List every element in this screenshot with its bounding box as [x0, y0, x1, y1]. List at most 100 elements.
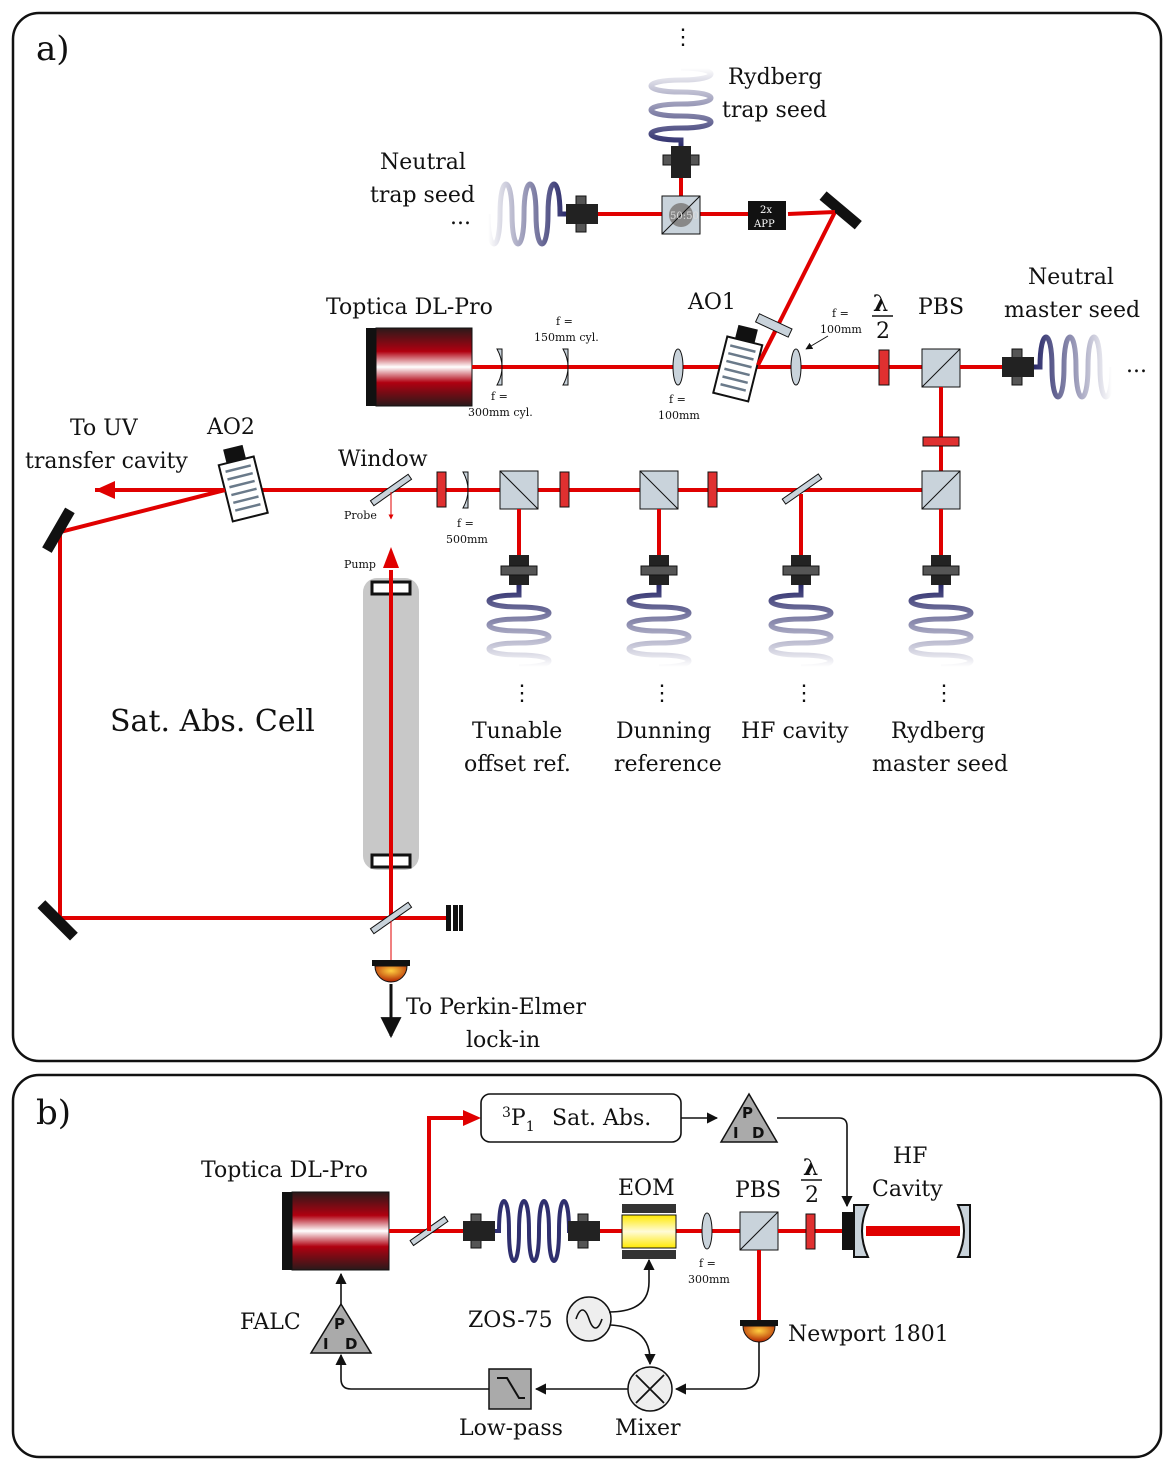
app-box [748, 201, 786, 230]
lens-300-mm: 300mm cyl. [468, 406, 533, 419]
cavity-piezo [842, 1212, 854, 1250]
app-2x: 2x [760, 205, 772, 216]
neutral-trap-l1: Neutral [380, 150, 466, 175]
out-1-dots: ⋮ [511, 681, 533, 706]
neutral-master-l1: Neutral [1028, 265, 1114, 290]
lens-150-mm: 150mm cyl. [534, 331, 599, 344]
out-4-dots: ⋮ [933, 681, 955, 706]
lens-100-b [790, 348, 802, 386]
rydberg-trap-dots: ⋮ [672, 25, 694, 50]
lens-300-f: f = [491, 390, 508, 403]
out-1-l1: Tunable [472, 719, 562, 744]
lens-500 [462, 471, 469, 509]
pickoff-bottom [369, 901, 413, 935]
waveplate-r2 [559, 471, 570, 508]
lens-100a-mm: 100mm [658, 409, 700, 422]
coupler-out-2 [640, 555, 678, 585]
lens-150-f: f = [556, 315, 573, 328]
fiber-neutral-master [1034, 334, 1115, 400]
lambda-top-a: λ [873, 291, 888, 317]
ao2-modulator [217, 444, 269, 523]
fiber-neutral-trap [485, 181, 566, 247]
panel-b-label: b) [36, 1093, 71, 1133]
window-plate [369, 473, 413, 507]
neutral-master-l2: master seed [1004, 298, 1140, 323]
pid-top [719, 1092, 779, 1143]
waveplate-main [878, 349, 890, 386]
coupler-b-out [568, 1213, 600, 1249]
steering-mirror-top [819, 191, 862, 230]
lens-100a-f: f = [669, 393, 686, 406]
cavity-mirror-out [956, 1204, 971, 1258]
pid-top-i: I [733, 1124, 739, 1142]
ao1-modulator [712, 324, 764, 403]
photodiode-a [372, 960, 410, 983]
splitter-ratio: 50:50 [670, 211, 699, 222]
toptica-laser-a [366, 327, 473, 407]
to-perkin-l1: To Perkin-Elmer [406, 995, 587, 1020]
falc-label: FALC [240, 1310, 301, 1335]
beam-dump [446, 905, 463, 931]
eom [621, 1204, 677, 1259]
lambda-bot-b: 2 [805, 1183, 819, 1208]
lambda-bot-a: 2 [876, 319, 890, 344]
app-app: APP [753, 219, 775, 230]
lens-b-f: f = [699, 1257, 716, 1270]
out-2-dots: ⋮ [651, 681, 673, 706]
waveplate-r3 [707, 471, 718, 508]
fiber-out-4 [908, 585, 974, 670]
lens-b-mm: 300mm [688, 1273, 730, 1286]
eom-label: EOM [618, 1176, 675, 1201]
pickoff-mirror [754, 313, 793, 338]
out-2-l2: reference [614, 752, 722, 777]
coupler-neutral-trap [566, 195, 598, 233]
panel-a-label: a) [36, 29, 70, 69]
pbs-row-4 [921, 470, 961, 510]
to-uv-l2: transfer cavity [25, 449, 188, 474]
sat-abs-sup: 3P1 [502, 1105, 535, 1135]
pump-label: Pump [344, 558, 376, 571]
fiber-out-2 [626, 585, 692, 670]
waveplate-r1 [436, 471, 447, 508]
coupler-b-in [463, 1213, 495, 1249]
pid-falc-d: D [345, 1335, 357, 1353]
pid-falc-p: P [334, 1315, 345, 1333]
lens-100-a [672, 348, 684, 386]
neutral-trap-l2: trap seed [370, 183, 475, 208]
lens-100b-f: f = [832, 307, 849, 320]
pbs-b [739, 1211, 779, 1251]
laser-b-label: Toptica DL-Pro [201, 1158, 368, 1183]
lens-300-cyl [496, 348, 503, 386]
lens-150-cyl [562, 348, 569, 386]
coupler-rydberg-trap [662, 146, 700, 178]
lowpass-label: Low-pass [459, 1416, 563, 1441]
lens-b [701, 1212, 713, 1250]
fiber-out-3 [768, 585, 834, 670]
ao1-label: AO1 [687, 290, 736, 315]
fiber-b [495, 1199, 573, 1263]
mirror-left-bottom [37, 900, 78, 941]
neutral-trap-dots: ... [450, 205, 471, 230]
out-4-l2: master seed [872, 752, 1008, 777]
zos-oscillator [566, 1296, 612, 1342]
coupler-out-3 [782, 555, 820, 585]
cavity-mirror-in [853, 1204, 870, 1258]
pbs-row-2 [639, 470, 679, 510]
hf-cavity-l1: HF [893, 1144, 927, 1169]
newport-label: Newport 1801 [788, 1322, 949, 1347]
to-perkin-l2: lock-in [466, 1028, 540, 1053]
out-2-l1: Dunning [616, 719, 711, 744]
output-fibers [517, 494, 943, 560]
waveplate-vertical [922, 436, 960, 447]
coupler-neutral-master [1002, 348, 1034, 386]
mixer [627, 1366, 673, 1412]
rydberg-trap-l1: Rydberg [728, 65, 822, 90]
ao2-label: AO2 [206, 415, 255, 440]
hf-cavity-l2: Cavity [872, 1177, 943, 1202]
pid-top-p: P [742, 1104, 753, 1122]
laser-a-label: Toptica DL-Pro [326, 295, 493, 320]
mixer-label: Mixer [615, 1416, 681, 1441]
pbs-main [921, 348, 961, 388]
lens-500-mm: 500mm [446, 533, 488, 546]
waveplate-b [805, 1213, 816, 1250]
